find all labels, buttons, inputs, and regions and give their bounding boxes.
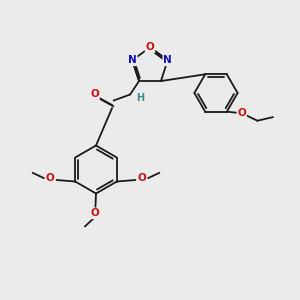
Text: O: O: [138, 173, 146, 183]
Text: O: O: [146, 42, 154, 52]
Text: H: H: [136, 92, 144, 103]
Text: O: O: [237, 108, 246, 118]
Text: O: O: [90, 89, 99, 99]
Text: O: O: [90, 208, 99, 218]
Text: N: N: [128, 55, 137, 65]
Text: N: N: [163, 55, 172, 65]
Text: O: O: [46, 173, 54, 183]
